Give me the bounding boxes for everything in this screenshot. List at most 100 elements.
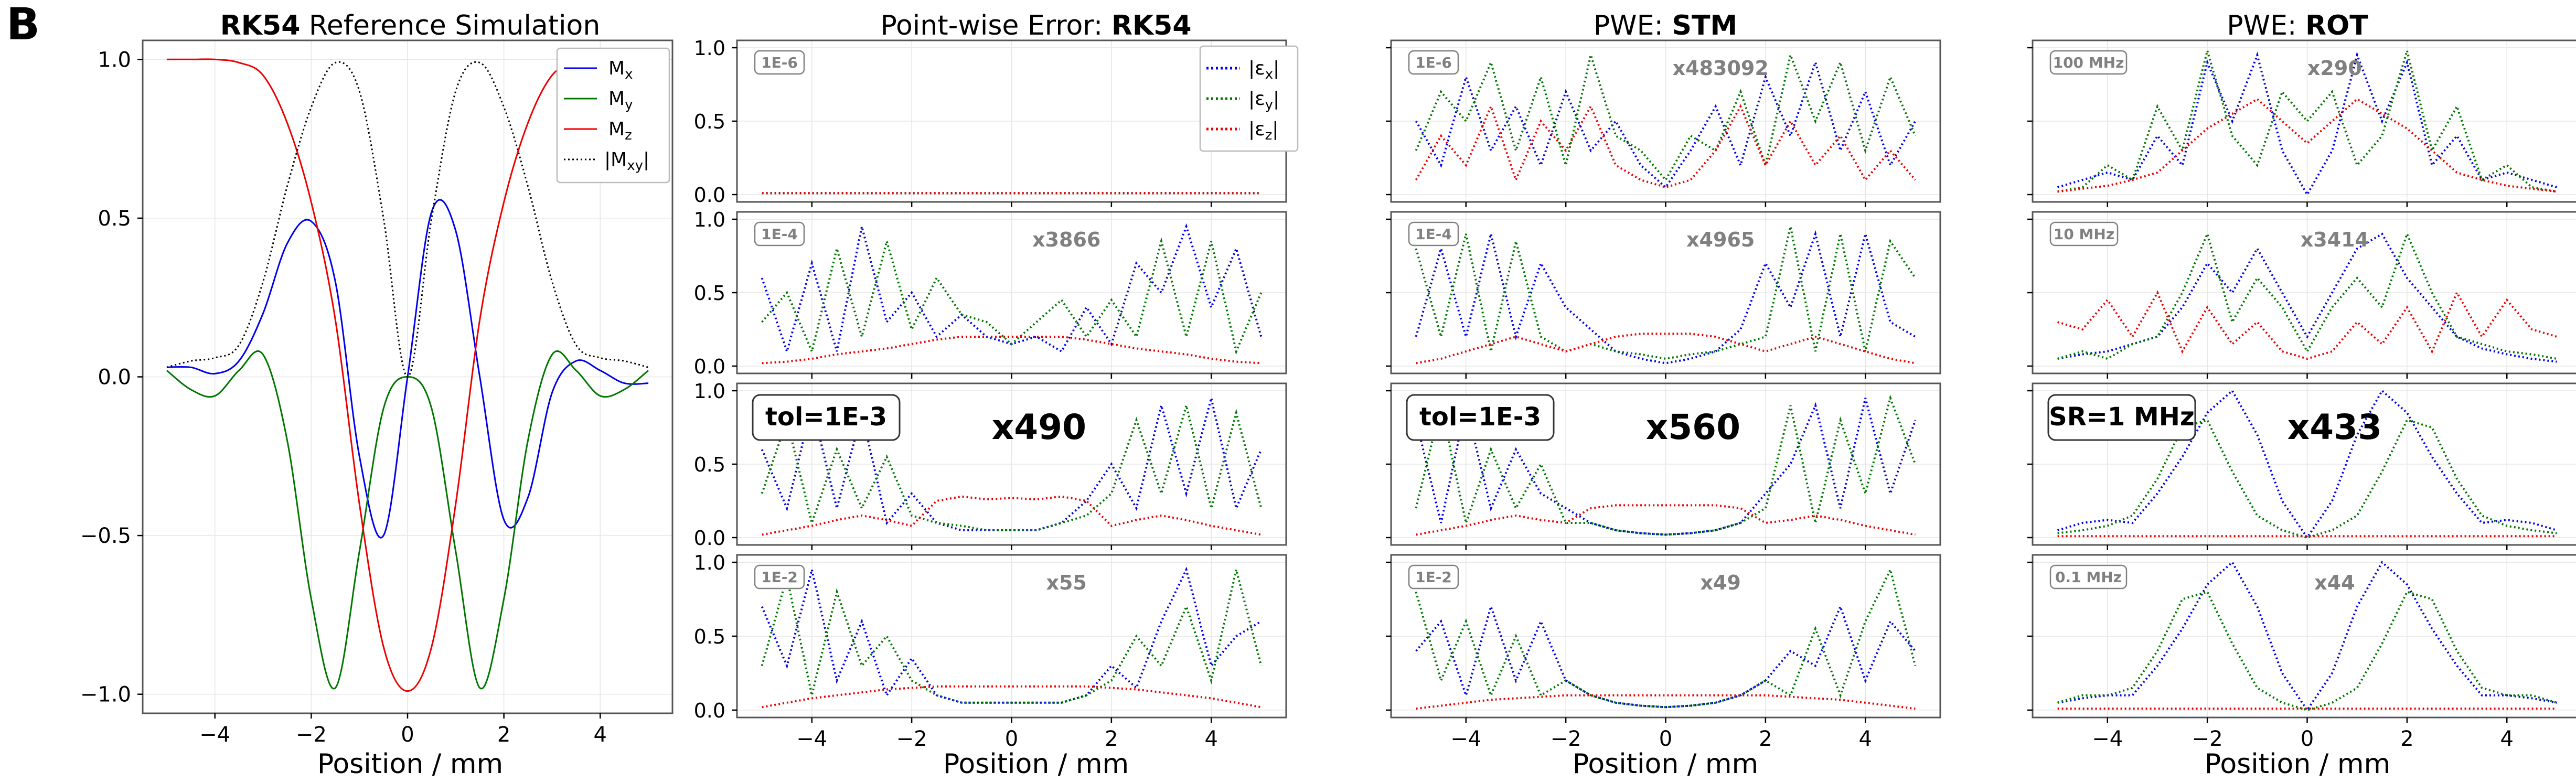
col3-title: PWE: STM [1594,10,1737,41]
col1-title-bold: RK54 [220,10,301,41]
series-x-line [1415,230,1916,365]
x-tick-label: −4 [796,727,827,751]
y-tick-label: 0.5 [694,453,725,476]
badge-label: 1E-2 [761,569,798,586]
multiplier-label: x44 [2314,571,2355,594]
x-tick-label: 0 [1659,727,1672,751]
col2-title-bold: RK54 [1111,10,1192,41]
x-tick-label: 2 [2400,727,2413,751]
error-plot-c4-1 [2027,211,2576,379]
series-y-line [761,237,1263,355]
y-tick-label: 1.0 [694,208,725,231]
legend-box [1199,45,1299,152]
series-z-line [2057,98,2557,193]
badge-box [752,394,901,441]
badge-box [2049,50,2128,75]
badge-box [754,221,805,247]
y-tick-label: 0.5 [694,110,725,133]
badge-box [2049,221,2119,247]
error-plot-c2-3: 0.0 0.5 1.0 −4 −2 0 2 4 [694,551,1287,751]
legend-box [556,47,670,184]
y-tick-label: 0.0 [694,527,725,550]
x-tick-label: −4 [2092,727,2123,751]
series-y-line [1415,226,1917,360]
series-z-line [1416,504,1916,536]
y-tick-label: 0.0 [694,184,725,207]
multiplier-label: x55 [1046,571,1086,594]
col2-xlabel: Position / mm [943,748,1129,780]
badge-label: SR=1 MHz [2049,402,2195,432]
badge-box [1408,564,1459,590]
x-tick-label: −4 [199,723,230,747]
series-x-line [1415,398,1917,536]
legend-error: |εx| |εy| |εz| [1199,45,1299,152]
x-tick-label: 4 [594,723,607,747]
multiplier-label: x3414 [2301,228,2369,251]
badge-box [2047,394,2196,441]
x-tick-label: 2 [1759,727,1772,751]
col3-title-bold: STM [1672,10,1738,41]
error-plot-c2-1: 0.0 0.5 1.0 [694,208,1287,379]
badge-label: tol=1E-3 [1419,402,1541,432]
y-tick-label: 0.5 [694,282,725,305]
series-x-line [1415,603,1916,709]
y-tick-label: 1.0 [98,48,131,72]
col2-title-rest: Point-wise Error: [880,10,1111,41]
figure-label: B [6,0,40,50]
y-tick-label: 1.0 [694,37,725,60]
x-tick-label: 2 [1105,727,1118,751]
error-plot-c4-2 [2027,382,2576,550]
col1-title: RK54 Reference Simulation [220,10,601,41]
x-tick-label: 0 [1005,727,1018,751]
x-tick-label: −2 [296,723,327,747]
series-y-line [2057,419,2557,539]
y-tick-label: 0.5 [694,625,725,648]
col2-title: Point-wise Error: RK54 [880,10,1191,41]
y-tick-label: 0.0 [694,699,725,722]
y-tick-label: −1.0 [80,683,131,707]
x-tick-label: 0 [2301,727,2314,751]
multiplier-label: x483092 [1673,57,1769,80]
error-plot-c3-2 [1386,382,1941,550]
y-tick-label: 1.0 [694,551,725,574]
series-y-line [761,401,1263,531]
y-tick-label: 0.5 [98,207,131,231]
multiplier-label: x290 [2307,57,2362,80]
series-y-line [2057,230,2557,360]
badge-box [754,50,805,75]
series-z-line [1416,333,1916,365]
col4-title-rest: PWE: [2227,10,2305,41]
badge-box [1408,50,1459,75]
x-tick-label: 4 [1859,727,1872,751]
x-tick-label: −2 [1551,727,1581,751]
badge-box [1408,221,1459,247]
badge-box [1406,394,1555,441]
x-tick-label: −2 [896,727,927,751]
col4-xlabel: Position / mm [2205,748,2390,780]
badge-label: 1E-6 [1415,54,1452,71]
legend-label-ex: |εx| [1248,58,1279,82]
x-tick-label: −2 [2192,727,2223,751]
multiplier-label: x433 [2288,407,2382,447]
badge-label: 100 MHz [2053,54,2124,71]
series-y-line [2057,46,2557,193]
series-z-line [762,685,1262,709]
legend-label-ey: |εy| [1248,88,1279,113]
badge-label: 1E-4 [761,226,798,243]
multiplier-label: x490 [992,407,1086,447]
series-z-line [1416,694,1916,710]
x-tick-label: 0 [401,723,414,747]
badge-box [754,564,805,590]
x-tick-label: 2 [497,723,510,747]
series-x-line [2057,389,2557,540]
badge-box [2049,564,2128,590]
x-tick-label: 4 [1205,727,1218,751]
y-tick-label: −0.5 [80,524,131,548]
error-plot-c4-3: −4 −2 0 2 4 [2027,554,2576,751]
plot-area: −1.0−0.50.00.51.0−4 −2 0 2 40.00.51.00.00.51… [80,37,2576,751]
error-plot-c2-2: 0.0 0.5 1.0 [694,380,1287,550]
multiplier-label: x560 [1646,407,1740,447]
badge-label: 10 MHz [2054,226,2114,243]
legend-label-ez: |εz| [1248,119,1278,143]
